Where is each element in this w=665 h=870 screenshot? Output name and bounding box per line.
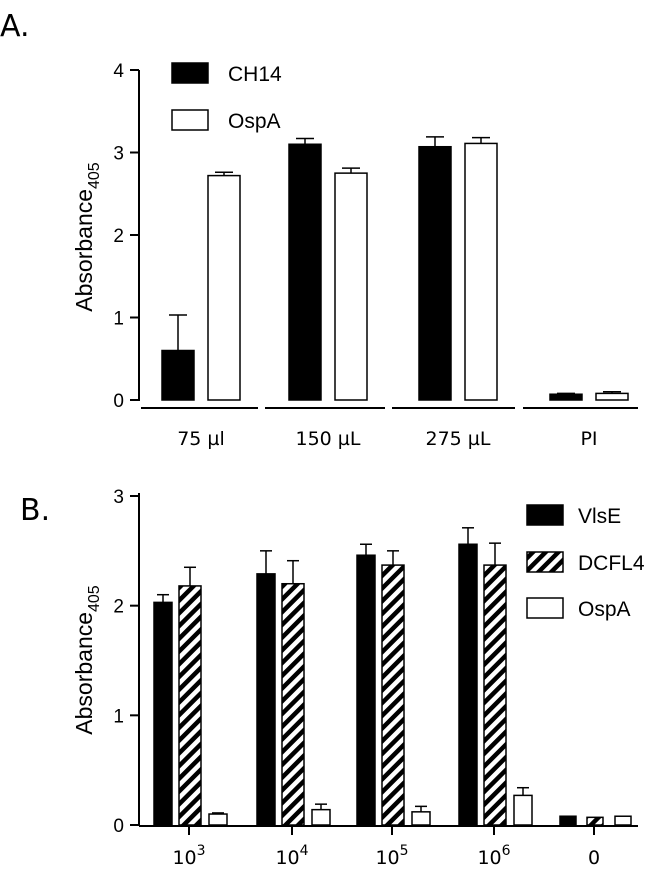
panel-a-category-label: 275 µL xyxy=(426,428,491,450)
panel-b-category-label: 0 xyxy=(588,847,600,869)
legend-swatch-ospa xyxy=(171,109,209,131)
legend-swatch-ospa-b xyxy=(526,597,564,619)
bar-b-dcfl4-4 xyxy=(586,816,604,826)
panel-a-ytick-label: 1 xyxy=(113,309,124,330)
panel-b-category-base: 0 xyxy=(588,847,600,869)
bar-ospa-3 xyxy=(595,392,629,401)
legend-swatch-dcfl4 xyxy=(526,551,564,573)
bar-ch14-3 xyxy=(549,393,583,401)
panel-b-category-base: 10 xyxy=(375,847,399,869)
panel-b-category-exponent: 3 xyxy=(197,843,206,859)
panel-b-ylabel-main: Absorbance xyxy=(71,612,97,735)
bar-b-dcfl4-3 xyxy=(483,564,507,826)
panel-b-ytick-label: 3 xyxy=(113,487,124,508)
bar-b-dcfl4-1 xyxy=(281,582,305,826)
bar-b-dcfl4-2 xyxy=(381,564,405,826)
bar-b-dcfl4-0 xyxy=(178,585,202,826)
bar-b-ospa-3 xyxy=(513,794,533,826)
panel-a-legend: CH14 OspA xyxy=(171,62,282,133)
panel-a-category-label: 75 µl xyxy=(177,428,225,450)
bar-b-ospa-1 xyxy=(311,808,331,826)
bar-b-vlse-0 xyxy=(153,601,173,826)
panel-b-category-exponent: 4 xyxy=(300,843,309,859)
panel-a-y-axis-label: Absorbance405 xyxy=(71,162,103,312)
panel-b-ytick-label: 0 xyxy=(113,816,124,837)
legend-label-ospa: OspA xyxy=(228,110,281,133)
panel-a-ylabel-sub: 405 xyxy=(86,162,103,189)
bar-b-vlse-2 xyxy=(356,554,376,826)
bar-b-vlse-4 xyxy=(559,815,577,826)
panel-b-category-label: 104 xyxy=(275,843,308,869)
panel-b-x-ticks xyxy=(188,826,595,835)
bar-ospa-1 xyxy=(334,172,368,401)
panel-a-letter: A. xyxy=(0,9,30,44)
legend-label-vlse: VlsE xyxy=(578,505,621,528)
legend-label-ch14: CH14 xyxy=(228,63,282,86)
panel-b-ytick-label: 1 xyxy=(113,706,124,727)
panel-b-category-label: 105 xyxy=(375,843,408,869)
legend-label-dcfl4: DCFL4 xyxy=(578,552,645,575)
panel-b-letter: B. xyxy=(20,493,50,528)
bar-b-vlse-1 xyxy=(256,573,276,826)
panel-b-y-axis-label: Absorbance405 xyxy=(71,585,103,735)
panel-b-ytick-label: 2 xyxy=(113,597,124,618)
panel-b-bars xyxy=(153,527,632,826)
bar-ospa-0 xyxy=(207,174,241,401)
panel-a-y-ticks: 0 1 2 3 4 xyxy=(113,61,139,412)
bar-ch14-2 xyxy=(418,145,452,401)
legend-label-ospa-b: OspA xyxy=(578,598,631,621)
panel-a-bars xyxy=(161,136,629,401)
panel-a-ytick-label: 2 xyxy=(113,226,124,247)
panel-b-ylabel-sub: 405 xyxy=(86,585,103,612)
panel-a-ytick-label: 4 xyxy=(113,61,124,82)
panel-b-category-base: 10 xyxy=(275,847,299,869)
legend-swatch-vlse xyxy=(526,504,564,526)
panel-b-legend: VlsE DCFL4 OspA xyxy=(526,504,645,621)
panel-a-ytick-label: 0 xyxy=(113,391,124,412)
panel-b-category-exponent: 6 xyxy=(502,843,511,859)
bar-ch14-1 xyxy=(288,143,322,401)
bar-b-vlse-3 xyxy=(458,543,478,826)
panel-b-category-label: 106 xyxy=(477,843,510,869)
panel-a-category-label: 150 µL xyxy=(296,428,361,450)
legend-swatch-ch14 xyxy=(171,62,209,84)
panel-b-category-base: 10 xyxy=(477,847,501,869)
panel-a-ytick-label: 3 xyxy=(113,144,124,165)
panel-a-category-labels: 75 µl 150 µL 275 µL PI xyxy=(177,428,597,450)
panel-b-y-ticks: 0 1 2 3 xyxy=(113,487,139,837)
bar-b-ospa-4 xyxy=(614,815,632,826)
bar-ch14-0 xyxy=(161,349,195,401)
bar-ospa-2 xyxy=(464,142,498,401)
panel-b-category-labels: 103 104 105 106 0 xyxy=(172,843,600,869)
panel-a-ylabel-main: Absorbance xyxy=(71,189,97,312)
panel-b-category-base: 10 xyxy=(172,847,196,869)
panel-a-category-label: PI xyxy=(580,428,597,450)
bar-b-ospa-2 xyxy=(411,811,431,826)
panel-b-category-exponent: 5 xyxy=(400,843,409,859)
panel-b-category-label: 103 xyxy=(172,843,205,869)
panel-a: A. 0 1 2 3 4 Absorbance405 75 µl 150 µL 275 µL… xyxy=(0,9,638,450)
bar-b-ospa-0 xyxy=(208,813,228,826)
